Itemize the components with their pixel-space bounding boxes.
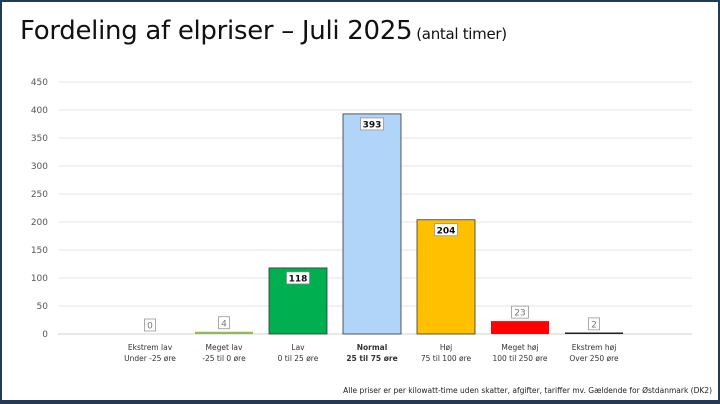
y-tick-label: 250 (31, 190, 48, 200)
bar (491, 321, 549, 334)
y-tick-label: 400 (31, 106, 48, 116)
data-label: 118 (289, 274, 308, 284)
x-tick-range: 100 til 250 øre (492, 354, 547, 363)
y-tick-label: 450 (31, 78, 48, 88)
data-label-box (511, 305, 529, 319)
data-label: 23 (514, 309, 525, 319)
x-tick-range: Under -25 øre (124, 354, 176, 363)
bar (416, 219, 476, 335)
y-tick-label: 50 (37, 302, 49, 312)
data-label-box (286, 271, 310, 285)
x-tick-label: Ekstrem høj (572, 343, 617, 352)
y-tick-label: 150 (31, 246, 48, 256)
x-tick-range: 25 til 75 øre (346, 354, 397, 363)
y-tick-label: 350 (31, 134, 48, 144)
bar (195, 331, 253, 334)
x-tick-label: Lav (291, 343, 305, 352)
x-tick-range: 0 til 25 øre (278, 354, 319, 363)
x-tick-range: -25 til 0 øre (202, 354, 246, 363)
data-label-box (588, 317, 600, 331)
x-tick-range: 75 til 100 øre (421, 354, 472, 363)
x-tick-label: Ekstrem lav (128, 343, 173, 352)
title-text: Fordeling af elpriser – Juli 2025 (20, 16, 413, 46)
chart-title: Fordeling af elpriser – Juli 2025 (antal … (20, 16, 507, 46)
data-label: 2 (591, 320, 597, 330)
y-tick-label: 200 (31, 218, 48, 228)
y-tick-label: 100 (31, 274, 48, 284)
x-tick-label: Normal (357, 343, 388, 352)
data-label-box (434, 223, 458, 237)
y-tick-label: 300 (31, 162, 48, 172)
x-tick-label: Meget lav (206, 343, 243, 352)
data-label: 393 (363, 120, 382, 130)
chart-subtitle: (antal timer) (416, 25, 507, 43)
footnote: Alle priser er per kilowatt-time uden sk… (343, 386, 712, 395)
data-label: 4 (221, 319, 227, 329)
y-tick-label: 0 (42, 330, 48, 340)
bar (342, 113, 402, 335)
data-label: 0 (147, 322, 153, 332)
bar (565, 332, 623, 334)
x-tick-label: Høj (440, 343, 452, 352)
data-label-box (218, 316, 230, 330)
x-tick-label: Meget høj (501, 343, 538, 352)
data-label-box (360, 117, 384, 131)
x-tick-range: Over 250 øre (569, 354, 619, 363)
data-label: 204 (437, 226, 456, 236)
data-label-box (144, 318, 156, 332)
